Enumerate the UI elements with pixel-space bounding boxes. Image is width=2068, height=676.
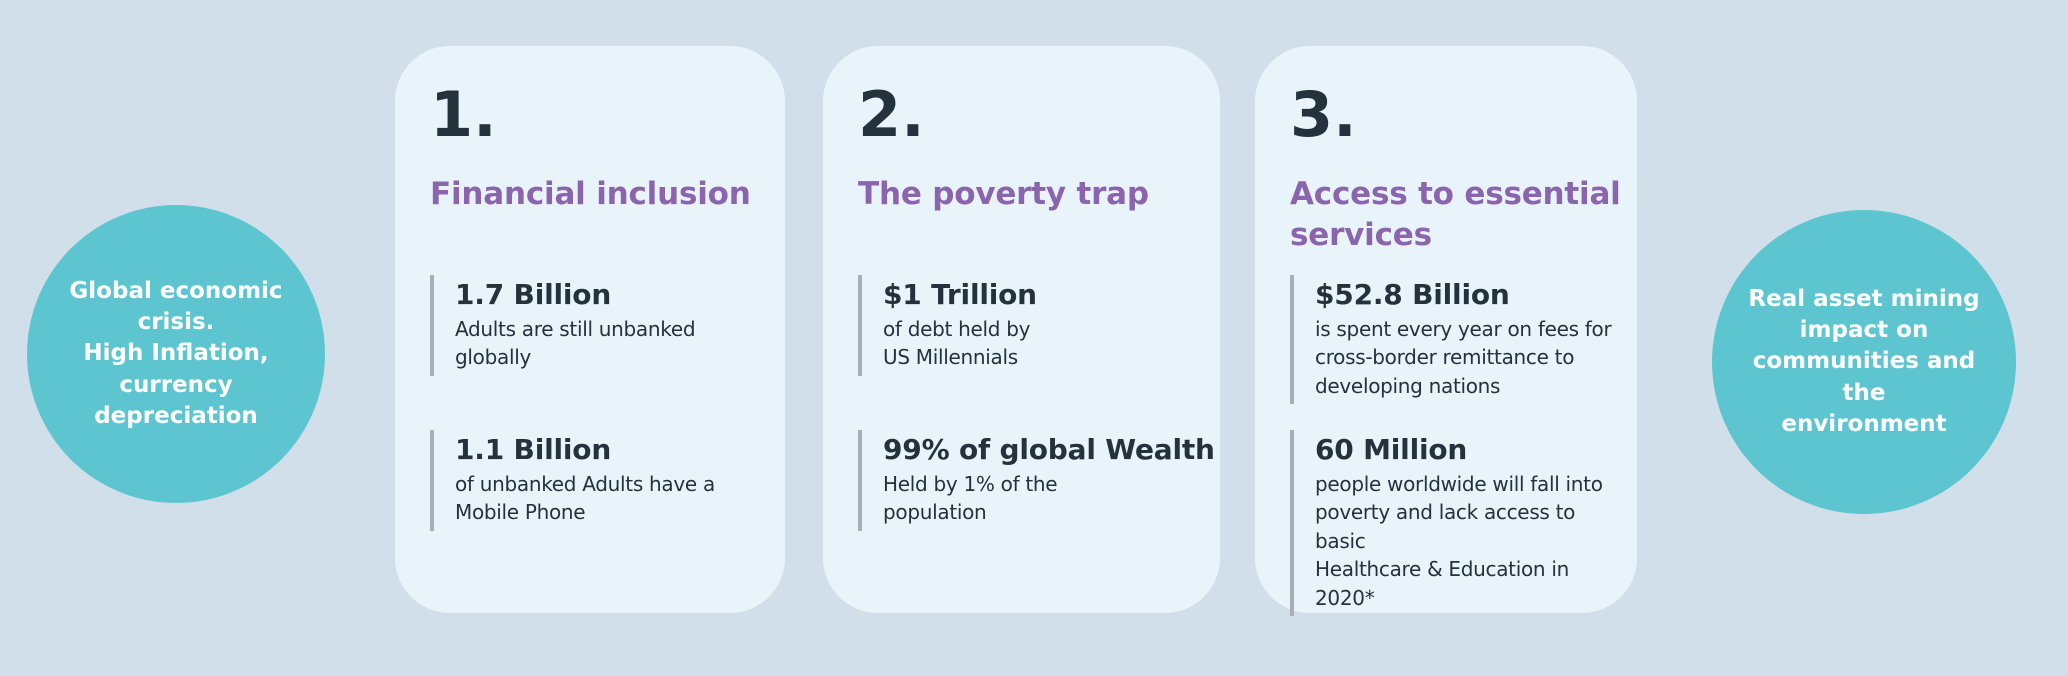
card-title: Access to essential services bbox=[1290, 176, 1621, 253]
stat-description: Adults are still unbanked globally bbox=[455, 317, 696, 370]
stat-description: people worldwide will fall into poverty … bbox=[1315, 472, 1603, 610]
right-circle-text: Real asset mining impact on communities … bbox=[1748, 286, 1980, 437]
card-number: 2. bbox=[858, 78, 925, 151]
stat-value: $52.8 Billion bbox=[1315, 278, 1510, 311]
stat-block: 1.1 Billion of unbanked Adults have a Mo… bbox=[430, 430, 773, 531]
stat-description: of unbanked Adults have a Mobile Phone bbox=[455, 472, 715, 525]
right-info-circle: Real asset mining impact on communities … bbox=[1712, 210, 2016, 514]
card-number: 1. bbox=[430, 78, 497, 151]
stat-value: $1 Trillion bbox=[883, 278, 1037, 311]
card-number: 3. bbox=[1290, 78, 1357, 151]
stat-value: 1.7 Billion bbox=[455, 278, 612, 311]
stat-block: $52.8 Billion is spent every year on fee… bbox=[1290, 275, 1625, 405]
stat-block: 60 Million people worldwide will fall in… bbox=[1290, 430, 1625, 616]
card-title: The poverty trap bbox=[858, 176, 1149, 212]
stat-block: 1.7 Billion Adults are still unbanked gl… bbox=[430, 275, 773, 376]
card-title: Financial inclusion bbox=[430, 176, 751, 212]
stat-value: 99% of global Wealth bbox=[883, 433, 1215, 466]
left-circle-text: Global economic crisis. High Inflation, … bbox=[69, 278, 283, 429]
card-access-essential-services: 3. Access to essential services $52.8 Bi… bbox=[1255, 46, 1637, 616]
stat-block: $1 Trillion of debt held by US Millennia… bbox=[858, 275, 1208, 376]
card-financial-inclusion: 1. Financial inclusion 1.7 Billion Adult… bbox=[395, 46, 785, 613]
card-poverty-trap: 2. The poverty trap $1 Trillion of debt … bbox=[823, 46, 1220, 613]
stat-description: is spent every year on fees for cross-bo… bbox=[1315, 317, 1612, 398]
stat-value: 1.1 Billion bbox=[455, 433, 612, 466]
stat-block: 99% of global Wealth Held by 1% of the p… bbox=[858, 430, 1215, 531]
stat-description: of debt held by US Millennials bbox=[883, 317, 1031, 370]
stat-value: 60 Million bbox=[1315, 433, 1468, 466]
stat-description: Held by 1% of the population bbox=[883, 472, 1058, 525]
left-info-circle: Global economic crisis. High Inflation, … bbox=[27, 205, 325, 503]
